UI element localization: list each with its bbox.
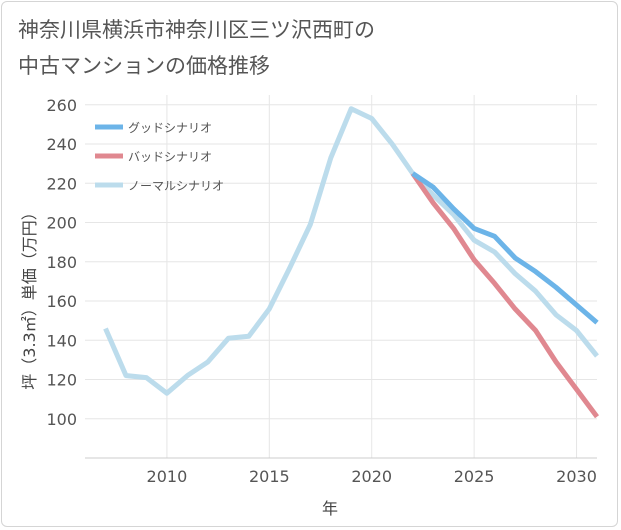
y-tick-260: 260 (46, 96, 77, 115)
y-tick-100: 100 (46, 410, 77, 429)
x-axis-title: 年 (322, 499, 338, 518)
legend-label-0: グッドシナリオ (128, 121, 212, 135)
y-tick-180: 180 (46, 253, 77, 272)
x-tick-2010: 2010 (147, 467, 188, 486)
series-line-1 (410, 172, 600, 419)
x-tick-2025: 2025 (454, 467, 495, 486)
legend-label-2: ノーマルシナリオ (128, 179, 224, 193)
series-lines (103, 106, 600, 419)
y-tick-220: 220 (46, 174, 77, 193)
series-line-0 (411, 171, 599, 325)
legend-label-1: バッドシナリオ (128, 150, 212, 164)
x-tick-2020: 2020 (351, 467, 392, 486)
y-tick-200: 200 (46, 214, 77, 233)
y-axis-title: 坪（3.3㎡）単価（万円） (20, 204, 39, 389)
x-tick-2015: 2015 (249, 467, 290, 486)
y-tick-120: 120 (46, 371, 77, 390)
chart-title: 神奈川県横浜市神奈川区三ツ沢西町の 中古マンションの価格推移 (18, 18, 375, 78)
grid (85, 95, 597, 458)
series-line-2 (103, 106, 599, 396)
y-tick-labels: 100 120 140 160 180 200 220 240 260 (46, 96, 77, 429)
y-tick-240: 240 (46, 135, 77, 154)
y-tick-160: 160 (46, 292, 77, 311)
y-tick-140: 140 (46, 331, 77, 350)
x-tick-labels: 2010 2015 2020 2025 2030 (147, 467, 597, 486)
x-tick-2030: 2030 (556, 467, 597, 486)
